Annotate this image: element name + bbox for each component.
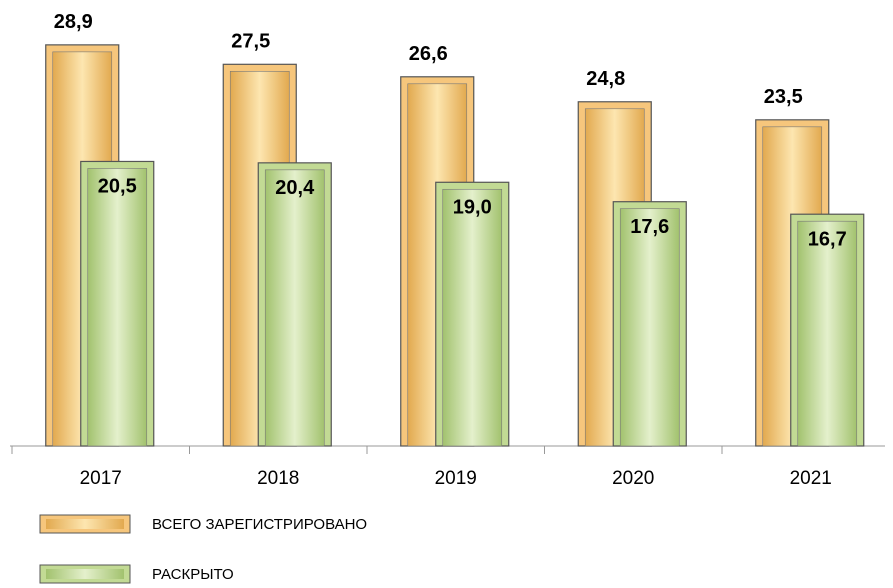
legend-swatch-face (46, 569, 124, 579)
x-tick-label: 2017 (80, 468, 122, 489)
x-tick-label: 2020 (612, 468, 654, 489)
bar-face (797, 220, 858, 447)
value-label: 20,5 (98, 176, 137, 198)
x-tick-label: 2021 (790, 468, 832, 489)
value-label: 16,7 (808, 228, 847, 250)
bar-face (264, 169, 325, 447)
value-label: 27,5 (231, 31, 270, 53)
value-label: 20,4 (275, 177, 315, 199)
legend-label: ВСЕГО ЗАРЕГИСТРИРОВАНО (152, 516, 367, 533)
value-label: 17,6 (630, 216, 669, 238)
bar-face (87, 168, 148, 447)
legend-swatch-face (46, 519, 124, 529)
value-label: 19,0 (453, 197, 492, 219)
value-label: 23,5 (764, 86, 803, 108)
value-label: 28,9 (54, 11, 93, 33)
bar-face (442, 188, 503, 447)
bar-face (619, 208, 680, 447)
legend-label: РАСКРЫТО (152, 566, 234, 583)
value-label: 26,6 (409, 43, 448, 65)
x-tick-label: 2018 (257, 468, 299, 489)
x-tick-label: 2019 (435, 468, 477, 489)
value-label: 24,8 (586, 68, 625, 90)
